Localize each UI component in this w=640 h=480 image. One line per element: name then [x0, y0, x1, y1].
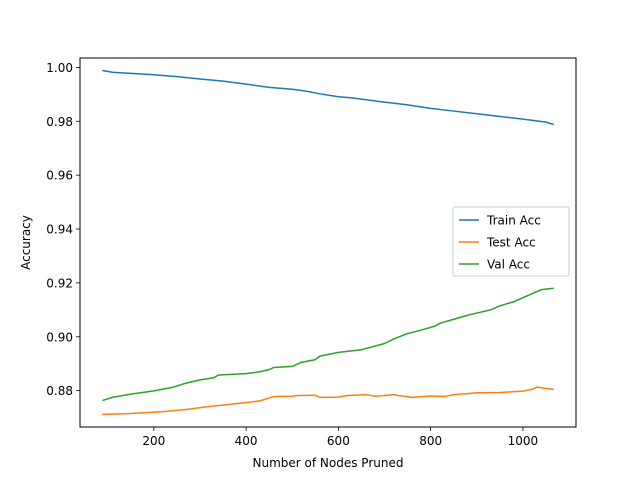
legend-label-2: Val Acc: [487, 258, 530, 272]
x-tick-label: 1000: [508, 434, 539, 448]
y-tick-label: 0.94: [46, 223, 73, 237]
series-line-1: [102, 386, 554, 416]
legend-label-0: Train Acc: [486, 214, 541, 228]
x-tick-label: 200: [142, 434, 165, 448]
y-axis-ticks: 0.88 0.90 0.92 0.94 0.96 0.98 1.00: [46, 61, 80, 398]
series-layer: [102, 69, 554, 416]
legend: Train Acc Test Acc Val Acc: [452, 206, 570, 277]
y-tick-label: 1.00: [46, 61, 73, 75]
y-tick-label: 0.90: [46, 330, 73, 344]
y-tick-label: 0.96: [46, 169, 73, 183]
y-tick-label: 0.88: [46, 384, 73, 398]
series-line-0: [102, 69, 554, 126]
x-tick-label: 400: [235, 434, 258, 448]
y-axis-label: Accuracy: [19, 215, 33, 270]
series-line-2: [102, 287, 554, 402]
x-axis-ticks: 200 400 600 800 1000: [142, 427, 538, 448]
legend-box: [452, 206, 570, 277]
legend-label-1: Test Acc: [486, 236, 536, 250]
x-tick-label: 800: [419, 434, 442, 448]
y-tick-label: 0.98: [46, 115, 73, 129]
y-tick-label: 0.92: [46, 276, 73, 290]
plot-frame: [79, 57, 577, 428]
x-tick-label: 600: [327, 434, 350, 448]
x-axis-label: Number of Nodes Pruned: [253, 456, 404, 470]
